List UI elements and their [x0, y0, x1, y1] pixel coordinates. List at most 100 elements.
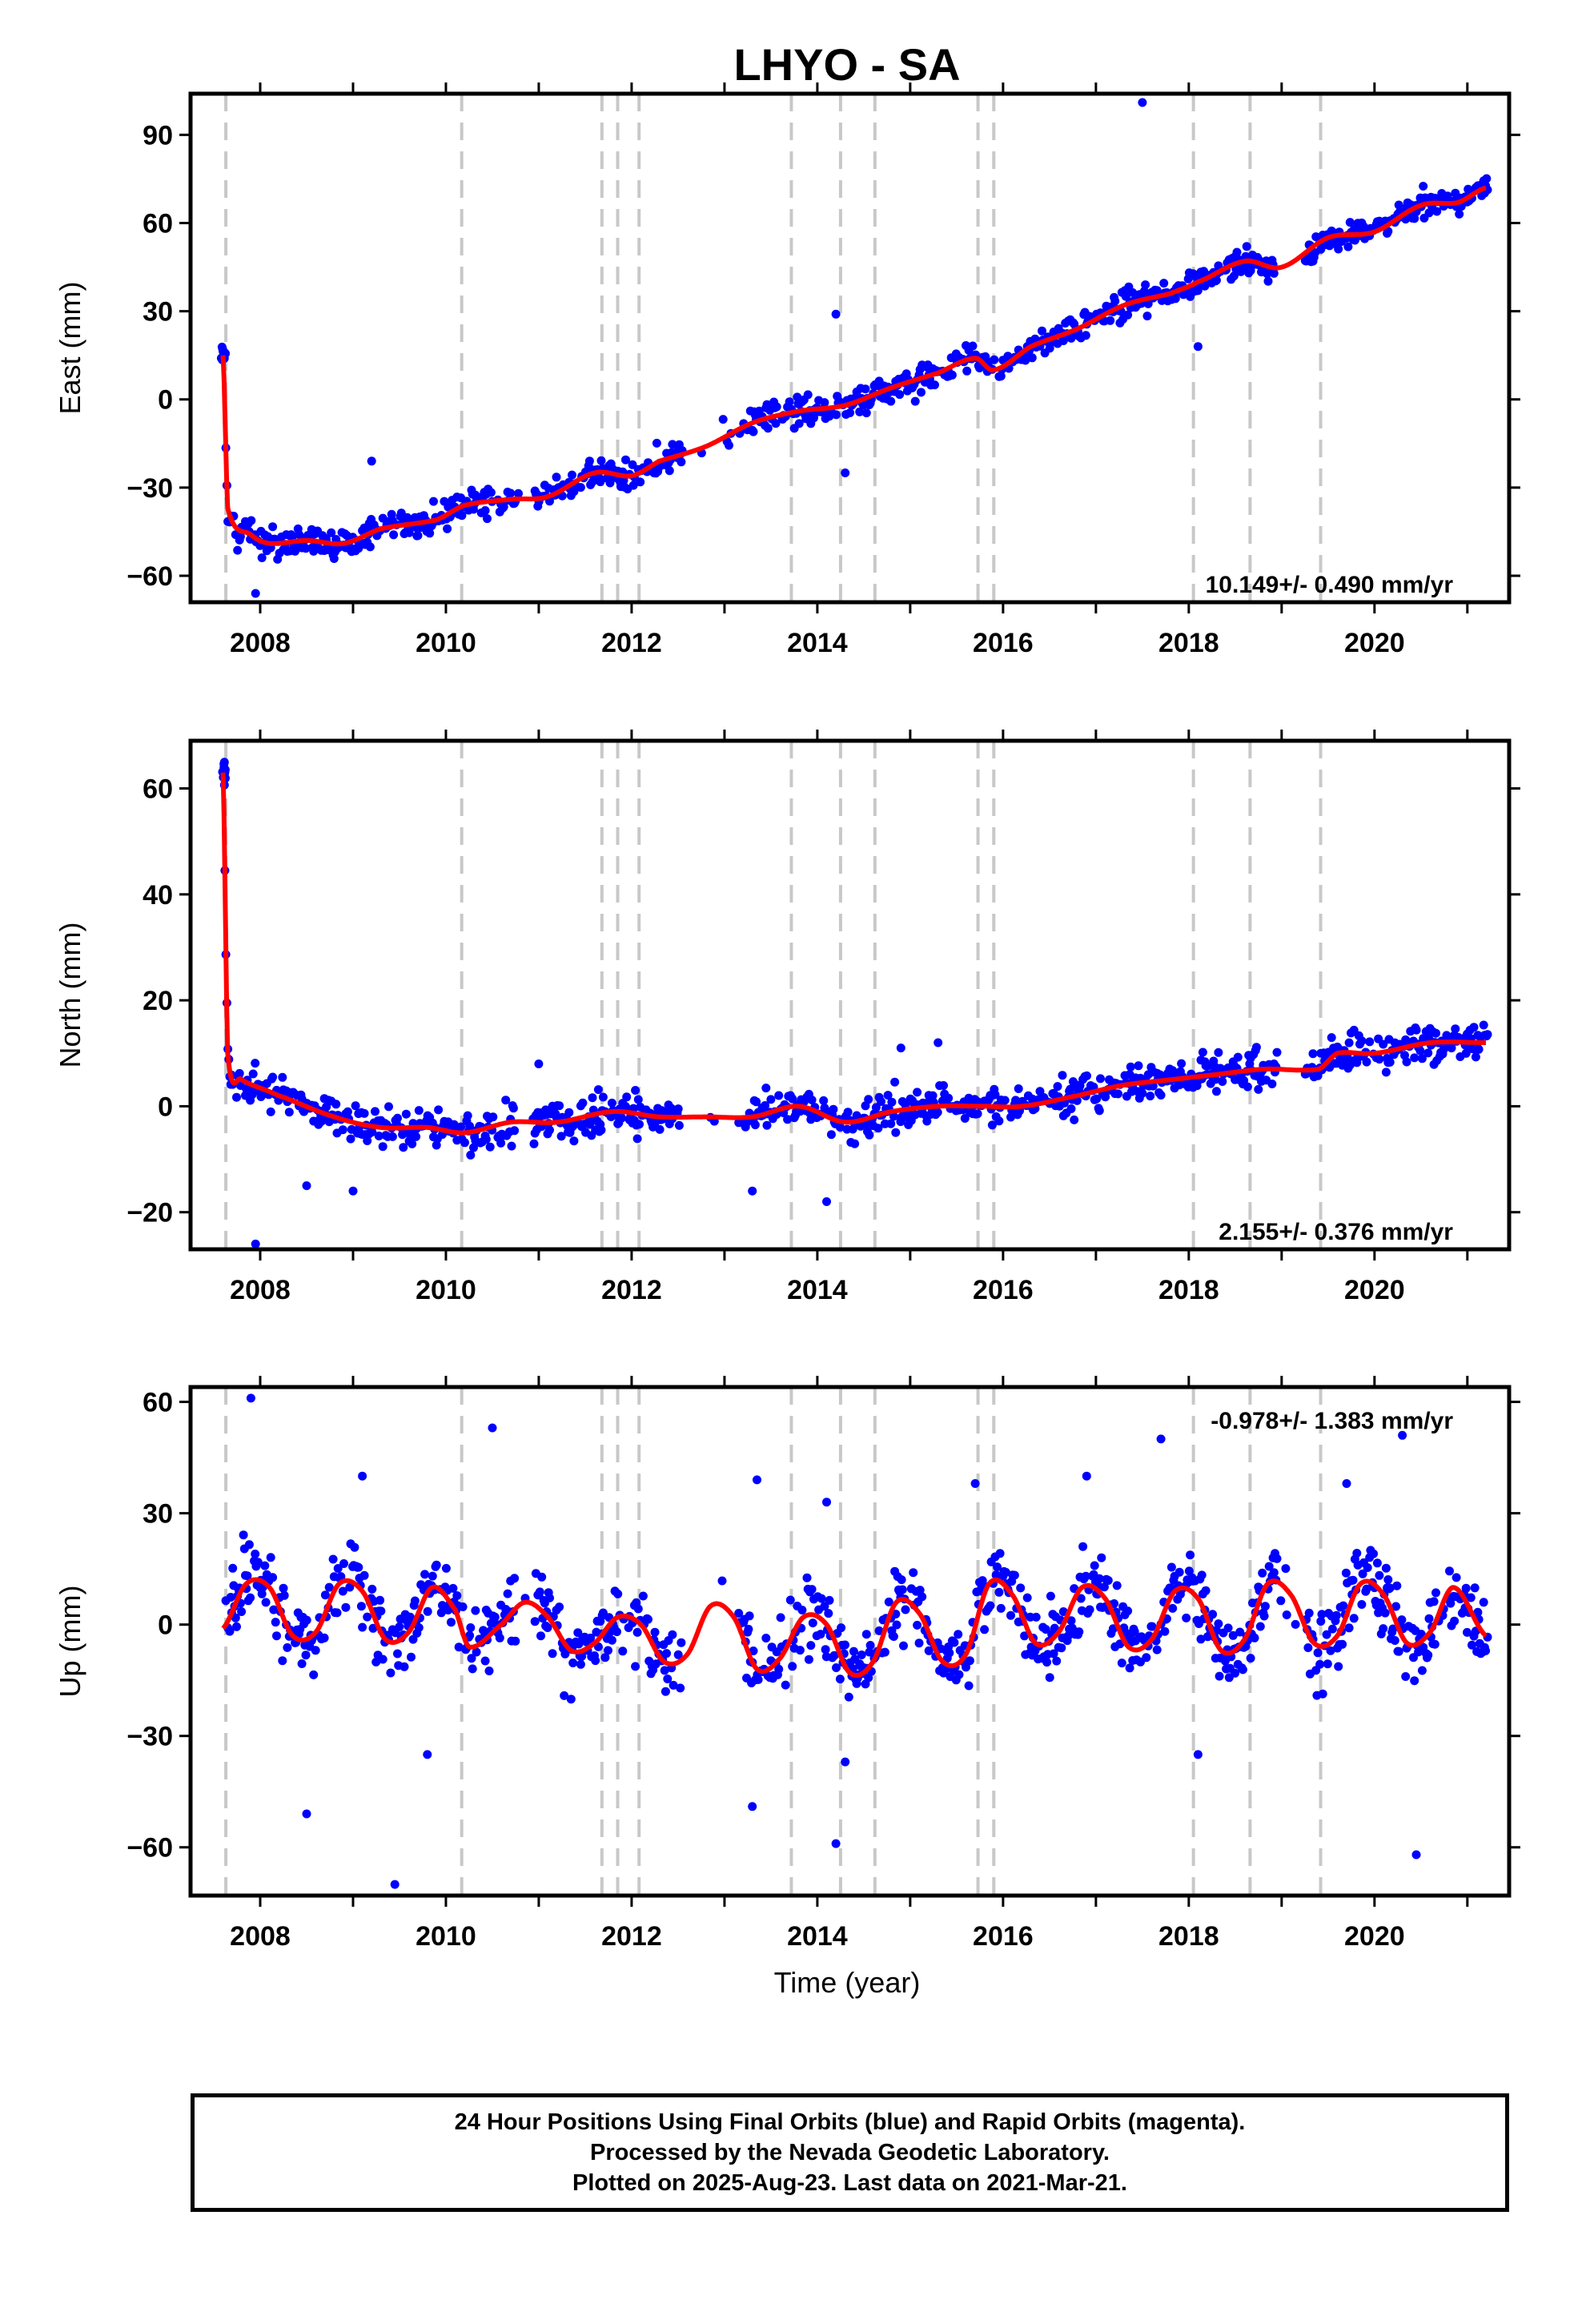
data-point [1250, 1633, 1259, 1642]
data-point [322, 1102, 331, 1112]
rate-annotation: 10.149+/- 0.490 mm/yr [1206, 572, 1454, 598]
data-point [1134, 1061, 1143, 1071]
data-point [804, 1655, 813, 1664]
data-point [257, 553, 267, 562]
data-point [268, 1573, 278, 1582]
data-point [1242, 242, 1251, 251]
data-point [763, 424, 773, 433]
north-panel: 60 40 20 0 −20 2008 2010 2012 2014 2016 2018 2020 No… [54, 730, 1520, 1305]
data-point [1481, 1646, 1491, 1655]
data-point [272, 1631, 281, 1641]
outlier-point [488, 1423, 497, 1433]
data-point [1455, 209, 1464, 219]
data-point [1479, 1598, 1488, 1607]
data-point [560, 1649, 570, 1659]
data-point [1479, 1020, 1488, 1030]
east-panel: 90 60 30 0 −30 −60 2008 2010 2012 2014 2016 2018 202… [54, 82, 1520, 658]
data-point [405, 1612, 415, 1622]
data-point [332, 1608, 342, 1618]
data-point [343, 1107, 352, 1116]
data-point [1146, 1092, 1155, 1101]
data-point [996, 1603, 1006, 1613]
data-point [1470, 1583, 1480, 1593]
data-point [225, 1626, 235, 1636]
data-point [962, 366, 972, 376]
data-point [235, 1068, 244, 1078]
data-point [1308, 1049, 1318, 1059]
y-tick-label: 0 [158, 1092, 173, 1122]
data-point [1027, 353, 1037, 363]
data-point [661, 1687, 670, 1696]
data-point [266, 1553, 275, 1562]
data-point [995, 1549, 1005, 1558]
data-point [1385, 1583, 1395, 1593]
data-point [673, 1104, 683, 1114]
footer-line-1: 24 Hour Positions Using Final Orbits (bl… [454, 2109, 1246, 2135]
x-tick-label: 2010 [416, 1275, 476, 1305]
data-point [1231, 1668, 1240, 1678]
data-point [1392, 1581, 1402, 1590]
data-point [1394, 1647, 1403, 1656]
data-point [268, 1072, 278, 1082]
data-point [1410, 1676, 1419, 1686]
data-point [1358, 1569, 1367, 1578]
data-point [1260, 1602, 1270, 1611]
outlier-point [970, 1479, 980, 1488]
data-point [584, 456, 594, 466]
footer-box: 24 Hour Positions Using Final Orbits (bl… [191, 2093, 1509, 2212]
data-point [578, 1098, 588, 1108]
data-point [271, 1618, 280, 1627]
data-point [233, 545, 243, 555]
data-point [1383, 1575, 1393, 1584]
data-point [339, 1559, 348, 1568]
data-point [806, 1641, 816, 1651]
data-point [1058, 336, 1068, 345]
data-point [395, 1622, 404, 1631]
data-point [669, 1680, 678, 1690]
data-point [1423, 1048, 1433, 1058]
data-point [947, 370, 957, 380]
data-point [1445, 1566, 1454, 1576]
data-point [933, 1108, 942, 1117]
data-point [1074, 1627, 1084, 1637]
data-point [980, 1625, 990, 1634]
data-point [331, 1100, 341, 1109]
data-point [1016, 1583, 1026, 1593]
data-point [471, 1606, 480, 1615]
data-point [359, 1570, 369, 1580]
data-point [1482, 174, 1492, 183]
data-point [1362, 1584, 1371, 1594]
data-point [607, 1098, 616, 1108]
data-point [358, 1622, 367, 1632]
data-point [901, 1605, 910, 1614]
data-point [628, 460, 637, 469]
data-point [1106, 316, 1115, 325]
data-point [889, 1632, 898, 1641]
x-tick-label: 2014 [787, 1921, 848, 1952]
data-point [510, 1574, 520, 1583]
data-point [991, 1570, 1001, 1580]
outlier-point [1411, 1850, 1421, 1860]
data-point [1471, 1052, 1480, 1062]
data-point [460, 1138, 469, 1148]
data-point [1318, 1689, 1327, 1699]
data-point [436, 1608, 446, 1618]
data-point [284, 1108, 294, 1117]
plot-frame [188, 91, 1512, 605]
y-tick-label: 0 [158, 385, 173, 416]
data-point [396, 509, 406, 518]
data-point [1291, 1619, 1300, 1629]
data-point [950, 1638, 959, 1647]
data-point [425, 529, 435, 538]
data-point [499, 502, 508, 512]
data-point [1218, 1077, 1227, 1086]
data-point [676, 1683, 685, 1693]
data-point [1141, 280, 1150, 290]
data-point [556, 1132, 566, 1141]
data-point [510, 1126, 520, 1136]
outlier-point [1398, 1430, 1407, 1440]
data-point [820, 1602, 829, 1611]
data-point [345, 1582, 355, 1592]
data-point [537, 1572, 547, 1582]
data-point [607, 1635, 616, 1645]
